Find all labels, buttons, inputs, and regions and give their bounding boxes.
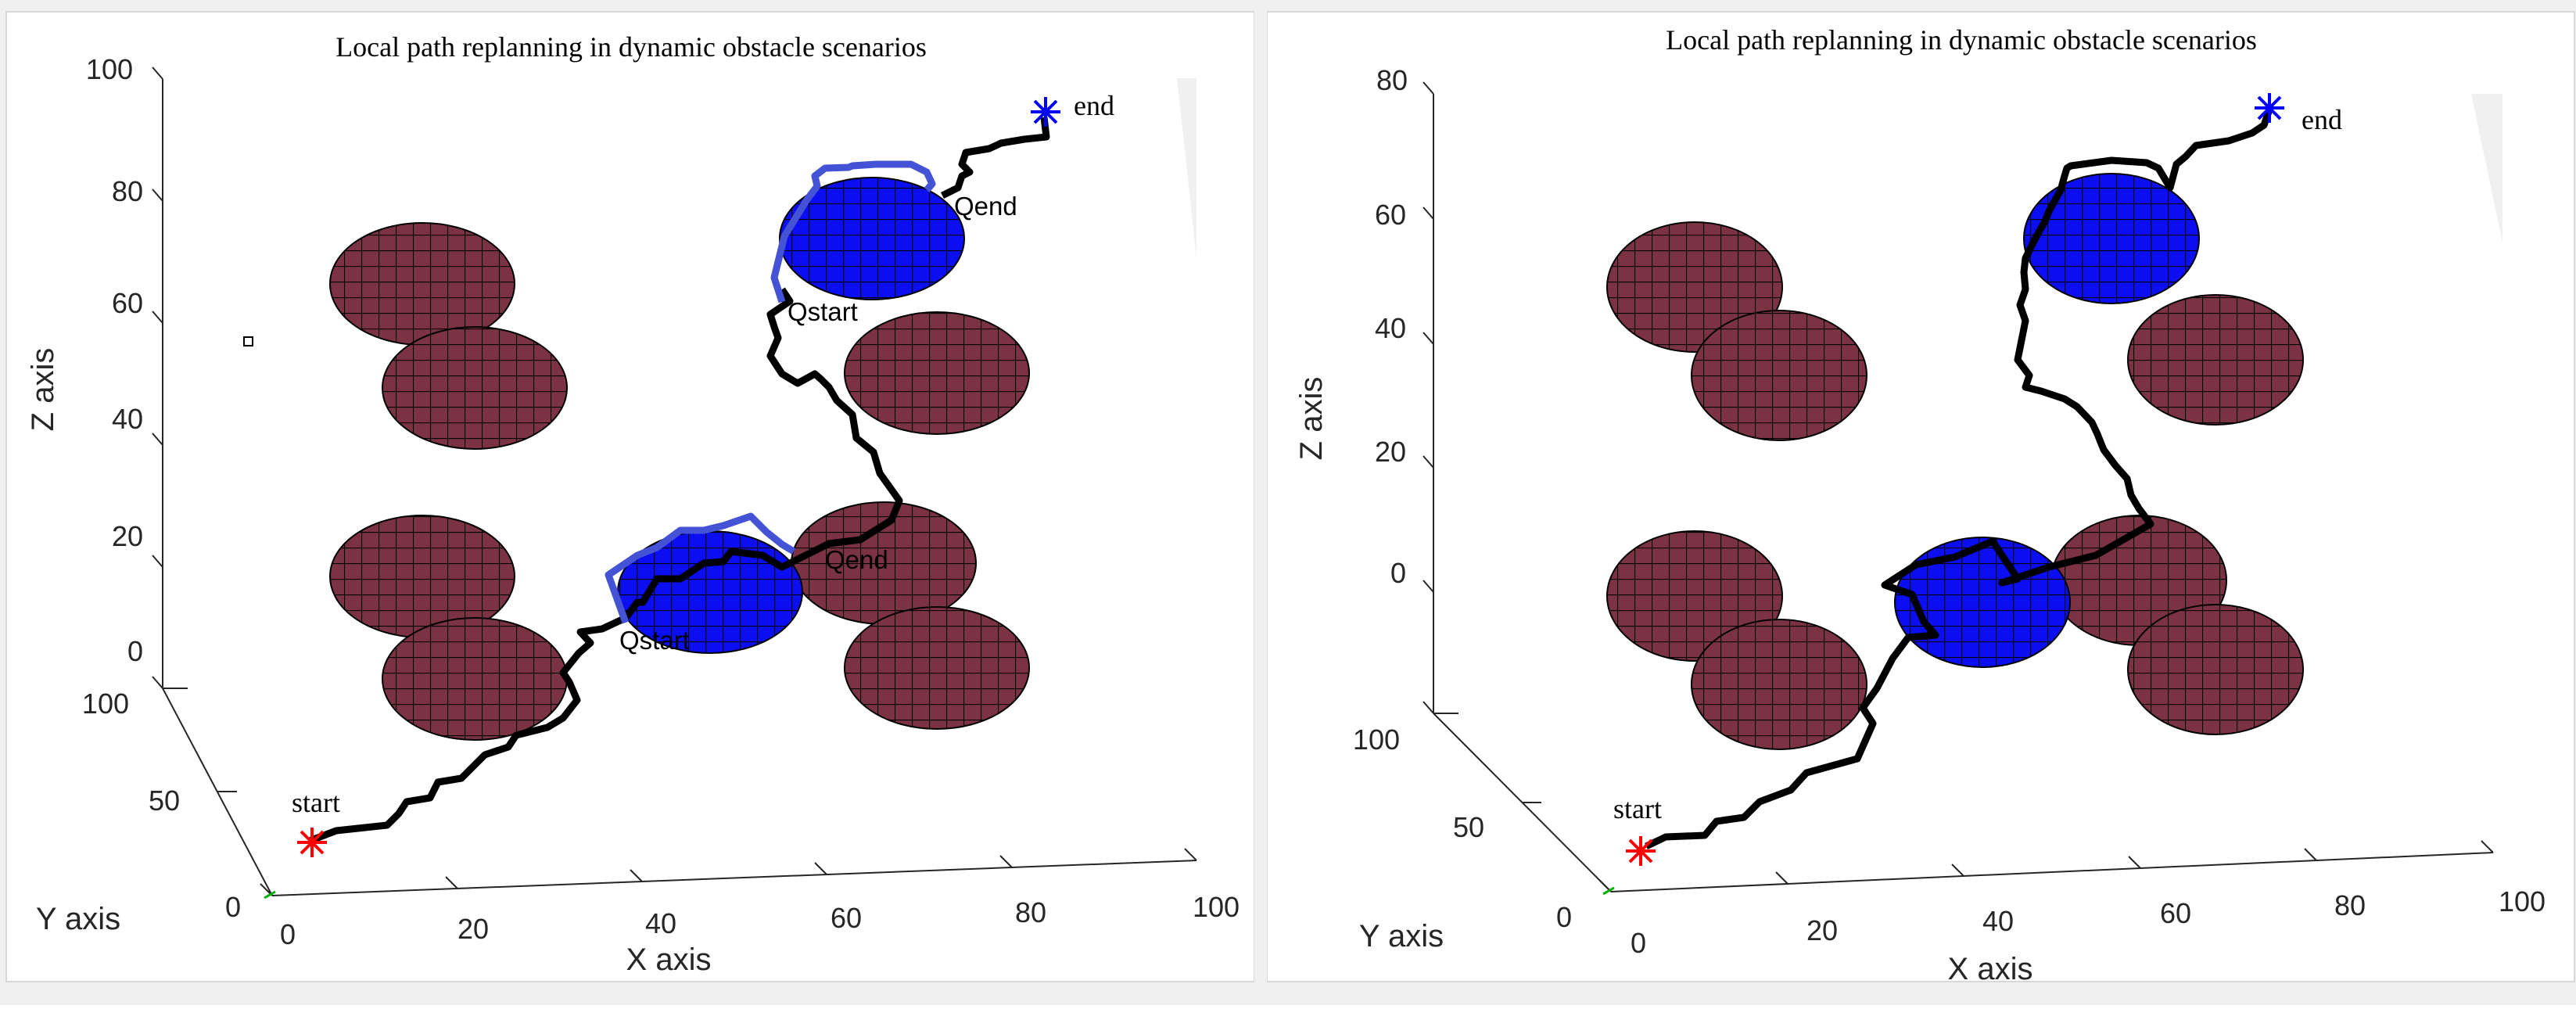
left-y-tick-labels: 100 50 0 [82,688,241,923]
right-z-tick: 0 [1390,557,1406,589]
right-end-marker [2255,93,2284,123]
right-z-tick: 60 [1375,199,1406,231]
right-y-tick: 0 [1556,901,1572,933]
right-y-tick: 100 [1353,724,1400,756]
left-y-tick: 0 [225,891,241,923]
left-static-obstacles [329,222,1030,741]
left-qend-upper-label: Qend [954,192,1017,221]
right-plot-area [1266,11,2575,982]
left-z-tick-labels: 100 80 60 40 20 0 [86,53,143,667]
obstacle-sphere [382,617,568,741]
left-z-tick: 60 [112,287,143,319]
right-x-axis-label: X axis [1948,952,2033,986]
right-x-tick: 60 [2160,897,2191,929]
obstacle-sphere [2127,604,2304,735]
left-x-tick: 0 [280,918,296,950]
right-origin-mark [1602,886,1615,896]
dynamic-obstacle-sphere [779,177,965,300]
right-path [1645,108,2273,850]
left-x-tick: 20 [457,913,489,945]
left-qstart-upper-label: Qstart [788,297,858,326]
right-y-tick-labels: 100 50 0 [1353,724,1572,933]
right-start-marker [1626,836,1656,866]
right-x-tick: 0 [1631,927,1646,959]
left-plot: 100 80 60 40 20 0 100 50 0 0 20 40 60 80… [5,11,1255,982]
left-x-axis-label: X axis [626,943,712,977]
right-x-tick-labels: 0 20 40 60 80 100 [1631,885,2546,959]
obstacle-sphere [1691,619,1867,750]
panel-divider [1254,0,1267,1005]
right-z-tick-labels: 80 60 40 20 0 [1375,64,1408,589]
obstacle-sphere [1691,310,1867,441]
left-dynamic-obstacles [617,177,965,654]
left-z-tick: 20 [112,520,143,552]
dynamic-obstacle-sphere [1894,537,2071,668]
right-z-tick: 20 [1375,436,1406,468]
left-y-axis-label: Y axis [36,902,120,936]
left-panel-corner [1177,78,1197,258]
left-qend-lower-label: Qend [825,545,888,574]
left-end-marker [1031,97,1060,127]
right-x-tick: 80 [2334,889,2366,921]
left-path-lower [308,287,903,845]
right-tick-marks [1423,81,2494,892]
right-x-tick: 100 [2499,885,2546,917]
obstacle-sphere [844,606,1030,730]
right-y-axis-label: Y axis [1359,919,1444,953]
left-replan-path-upper [770,160,936,303]
right-x-tick: 20 [1806,914,1838,946]
right-start-label: start [1613,793,1662,824]
right-x-tick: 40 [1982,905,2014,937]
dynamic-obstacle-sphere [2023,173,2200,304]
left-replan-path-lower [605,512,796,624]
right-end-label: end [2302,104,2342,135]
left-start-label: start [292,787,340,818]
left-qstart-lower-label: Qstart [619,626,690,655]
left-x-tick: 60 [831,902,862,934]
left-origin-mark [264,890,276,899]
left-z-axis-label: Z axis [26,348,60,432]
right-panel-corner [2471,94,2502,242]
obstacle-sphere [382,326,568,450]
left-tick-marks [152,66,1197,896]
left-z-tick: 0 [127,635,143,667]
left-y-tick: 50 [149,785,180,817]
left-x-tick: 40 [645,907,676,939]
left-plot-area [5,11,1255,982]
right-chart-title: Local path replanning in dynamic obstacl… [1666,24,2257,56]
left-x-tick: 80 [1015,896,1046,928]
left-start-marker [297,828,327,857]
left-x-tick: 100 [1193,891,1240,923]
right-static-obstacles [1606,221,2304,750]
right-z-tick: 40 [1375,312,1406,344]
right-z-axis-label: Z axis [1294,377,1329,461]
obstacle-sphere [844,311,1030,435]
right-z-tick: 80 [1376,64,1408,96]
left-y-tick: 100 [82,688,129,720]
right-plot: 80 60 40 20 0 100 50 0 0 20 40 60 80 100… [1266,11,2575,986]
left-z-tick: 100 [86,53,133,85]
left-small-marker [243,336,253,347]
left-chart-title: Local path replanning in dynamic obstacl… [335,31,927,63]
obstacle-sphere [329,222,515,346]
left-z-tick: 40 [112,403,143,435]
right-y-tick: 50 [1453,811,1484,843]
left-path-upper [940,117,1050,199]
left-x-tick-labels: 0 20 40 60 80 100 [280,891,1240,950]
obstacle-sphere [2127,294,2304,426]
left-z-tick: 80 [112,175,143,207]
left-end-label: end [1074,90,1114,121]
